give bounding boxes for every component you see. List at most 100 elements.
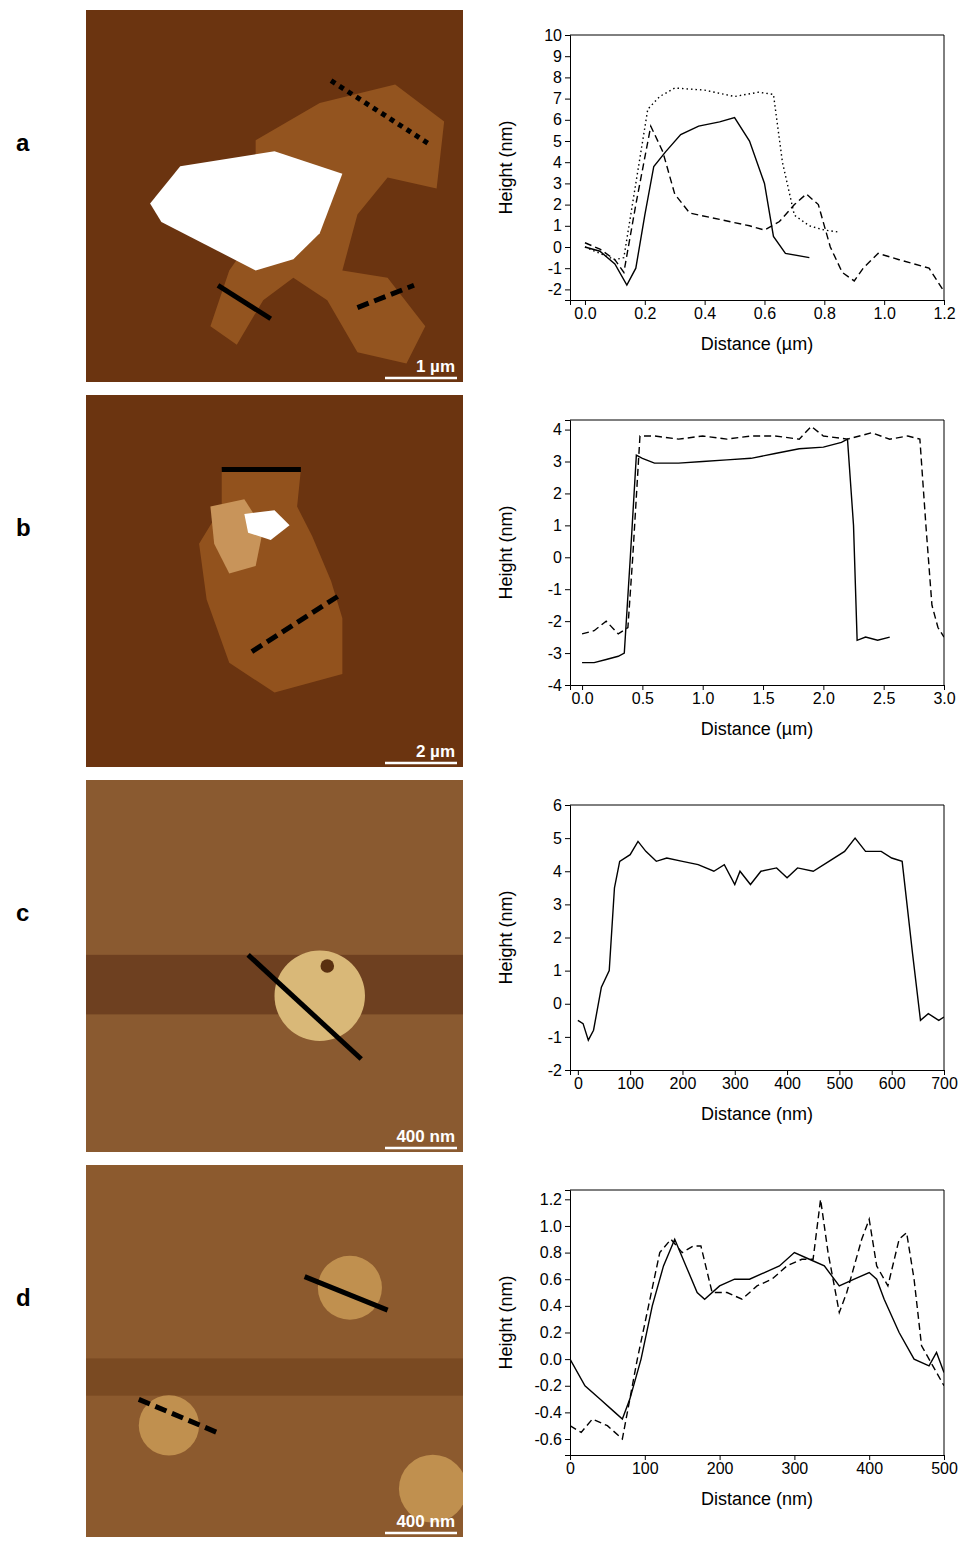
- x-axis-title: Distance (nm): [701, 1104, 813, 1124]
- tick-label: -1: [548, 260, 562, 277]
- tick-label: 0.0: [574, 305, 596, 322]
- tick-mark: [565, 1412, 570, 1413]
- tick-mark: [823, 685, 824, 690]
- tick: 2: [553, 196, 570, 213]
- tick-mark: [578, 1070, 579, 1075]
- plot-area: [585, 88, 944, 292]
- tick-mark: [565, 653, 570, 654]
- tick-label: 0: [553, 239, 562, 256]
- tick-mark: [565, 1359, 570, 1360]
- chart: 0100200300400500-0.6-0.4-0.20.00.20.40.6…: [496, 1190, 958, 1509]
- tick-mark: [735, 1070, 736, 1075]
- tick: 0.8: [540, 1244, 570, 1261]
- y-axis: -2-10123456: [548, 797, 571, 1079]
- y-axis-title: Height (nm): [496, 890, 516, 984]
- tick-label: -2: [548, 1062, 562, 1079]
- tick: 9: [553, 48, 570, 65]
- tick: -0.6: [534, 1431, 570, 1448]
- tick: 1: [553, 517, 570, 534]
- image-ground: [86, 10, 463, 382]
- profile-dashed: [585, 126, 944, 291]
- tick-label: 2: [553, 929, 562, 946]
- tick: -2: [548, 1062, 570, 1079]
- tick: 6: [553, 797, 570, 814]
- tick-label: -0.2: [534, 1377, 562, 1394]
- tick-label: 2: [553, 196, 562, 213]
- tick: 100: [632, 1455, 659, 1477]
- tick: -2: [548, 613, 570, 630]
- tick: 700: [931, 1070, 958, 1092]
- tick-mark: [565, 205, 570, 206]
- tick-label: 400: [856, 1460, 883, 1477]
- scale-bar-label: 1 µm: [416, 357, 455, 376]
- tick-label: 0.2: [540, 1324, 562, 1341]
- scale-bar-label: 400 nm: [396, 1512, 455, 1531]
- tick-mark: [794, 1455, 795, 1460]
- x-axis: 0100200300400500: [566, 1455, 958, 1477]
- tick-mark: [565, 1439, 570, 1440]
- tick-mark: [565, 1226, 570, 1227]
- tick-label: 1: [553, 962, 562, 979]
- axis-line: [571, 1071, 945, 1076]
- flake: [150, 151, 342, 270]
- profile-dashed: [570, 1199, 944, 1439]
- tick-mark: [565, 226, 570, 227]
- tick-label: 10: [544, 27, 562, 44]
- tick-mark: [565, 904, 570, 905]
- tick-label: 1.0: [874, 305, 896, 322]
- tick-mark: [565, 1037, 570, 1038]
- tick-mark: [764, 300, 765, 305]
- tick-mark: [565, 120, 570, 121]
- tick-mark: [565, 77, 570, 78]
- tick-mark: [642, 685, 643, 690]
- tick-mark: [884, 300, 885, 305]
- tick: 2: [553, 485, 570, 502]
- tick-mark: [565, 557, 570, 558]
- tick-mark: [944, 685, 945, 690]
- tick-label: 700: [931, 1075, 958, 1092]
- profile-line: [357, 285, 414, 307]
- panel-letter: a: [16, 129, 30, 156]
- tick-mark: [565, 971, 570, 972]
- tick: 2.5: [873, 685, 895, 707]
- x-axis-title: Distance (µm): [701, 719, 813, 739]
- tick-label: 0.4: [694, 305, 716, 322]
- tick: 8: [553, 69, 570, 86]
- tick-mark: [944, 300, 945, 305]
- tick: 0: [566, 1455, 575, 1477]
- image-ground: [86, 395, 463, 767]
- tick: 0.6: [754, 300, 776, 322]
- tick-label: 0.2: [634, 305, 656, 322]
- image-band: [86, 955, 463, 1015]
- tick-mark: [565, 1279, 570, 1280]
- axis-line: [571, 1456, 945, 1461]
- tick-mark: [565, 1070, 570, 1071]
- tick-label: 3: [553, 896, 562, 913]
- afm-image: [86, 1165, 463, 1537]
- axis-line: [565, 36, 571, 301]
- tick-label: 400: [774, 1075, 801, 1092]
- tick-label: 0: [553, 995, 562, 1012]
- tick: 10: [544, 27, 570, 44]
- tick-mark: [839, 1070, 840, 1075]
- tick-label: 0.0: [540, 1351, 562, 1368]
- tick: 400: [856, 1455, 883, 1477]
- profile-dotted: [585, 88, 839, 260]
- y-axis-title: Height (nm): [496, 505, 516, 599]
- tick-label: -2: [548, 281, 562, 298]
- tick-label: -2: [548, 613, 562, 630]
- tick-mark: [565, 268, 570, 269]
- tick-label: 1.0: [692, 690, 714, 707]
- tick: -1: [548, 581, 570, 598]
- tick: -0.4: [534, 1404, 570, 1421]
- profile-line: [222, 467, 301, 472]
- y-axis: -2-1012345678910: [544, 27, 570, 301]
- tick-mark: [565, 35, 570, 36]
- tick-mark: [565, 589, 570, 590]
- tick-mark: [787, 1070, 788, 1075]
- panel-letter: b: [16, 514, 31, 541]
- tick-label: 200: [670, 1075, 697, 1092]
- tick-label: 8: [553, 69, 562, 86]
- tick: 0.2: [634, 300, 656, 322]
- profile-line: [331, 81, 429, 144]
